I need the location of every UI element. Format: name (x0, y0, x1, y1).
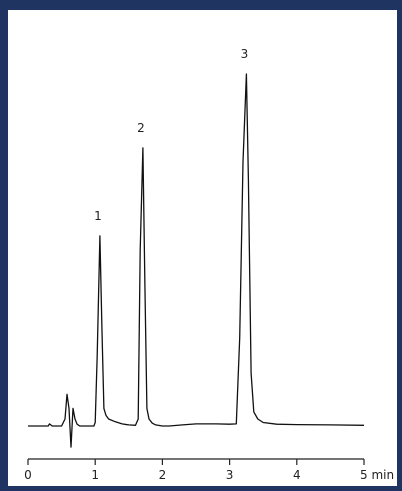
peak-labels: 1 2 3 (94, 47, 248, 223)
x-tick-label: 3 (226, 468, 234, 482)
peak-label-3: 3 (241, 47, 249, 61)
x-tick-label: 1 (91, 468, 99, 482)
chart-panel: 0 1 2 3 4 5 min 1 2 3 (8, 10, 397, 486)
x-tick-label: 5 min (360, 468, 394, 482)
chromatogram-chart: 0 1 2 3 4 5 min 1 2 3 (24, 47, 394, 482)
x-axis: 0 1 2 3 4 5 min (24, 458, 394, 482)
peak-label-1: 1 (94, 209, 102, 223)
trace-layer (28, 73, 365, 448)
x-tick-label: 2 (159, 468, 167, 482)
x-tick-label: 0 (24, 468, 32, 482)
peak-label-2: 2 (137, 121, 145, 135)
chromatogram-trace (28, 73, 365, 448)
x-tick-label: 4 (293, 468, 301, 482)
